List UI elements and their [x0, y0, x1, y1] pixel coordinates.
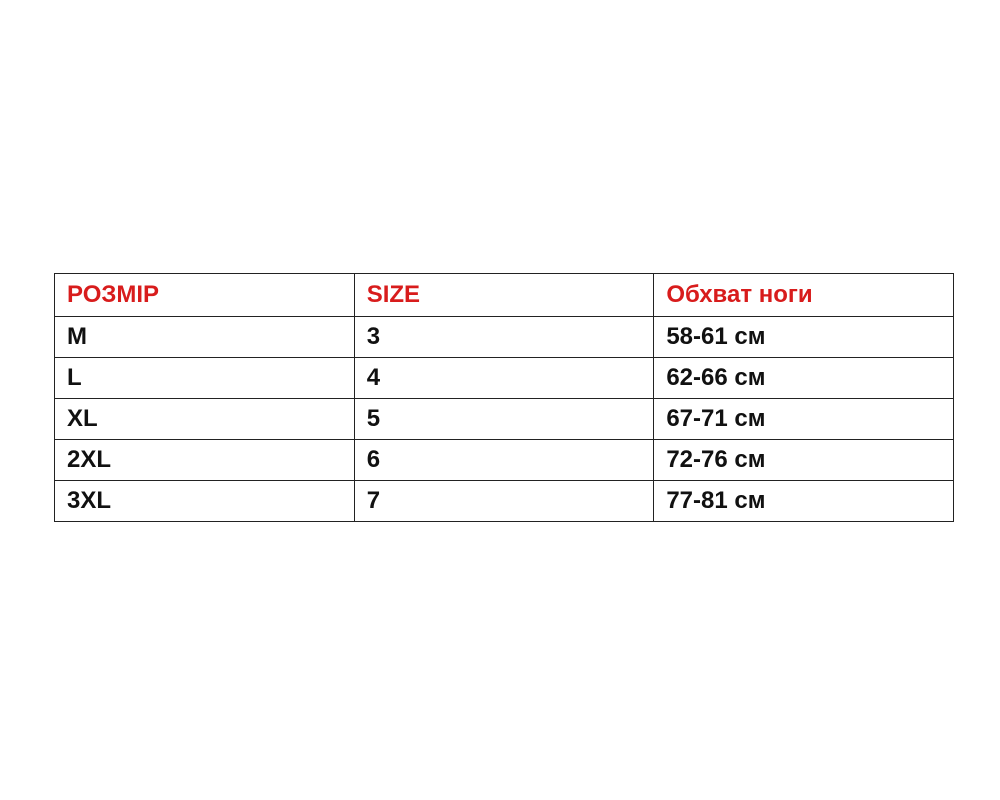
table-row: M 3 58-61 см	[54, 316, 954, 358]
header-size: SIZE	[353, 273, 655, 317]
cell-leg-girth: 62-66 см	[653, 357, 954, 399]
size-chart-table: РОЗМІР SIZE Обхват ноги M 3 58-61 см L 4…	[54, 273, 954, 522]
header-leg-girth: Обхват ноги	[653, 273, 954, 317]
cell-size: 4	[353, 357, 655, 399]
cell-leg-girth: 58-61 см	[653, 316, 954, 358]
cell-size-ua: 3XL	[54, 480, 355, 522]
cell-size-ua: M	[54, 316, 355, 358]
cell-leg-girth: 77-81 см	[653, 480, 954, 522]
cell-size: 6	[353, 439, 655, 481]
table-row: 3XL 7 77-81 см	[54, 480, 954, 522]
table-row: 2XL 6 72-76 см	[54, 439, 954, 481]
header-size-ua: РОЗМІР	[54, 273, 355, 317]
cell-leg-girth: 67-71 см	[653, 398, 954, 440]
cell-size: 3	[353, 316, 655, 358]
cell-size: 5	[353, 398, 655, 440]
cell-size-ua: 2XL	[54, 439, 355, 481]
table-row: L 4 62-66 см	[54, 357, 954, 399]
cell-size: 7	[353, 480, 655, 522]
cell-leg-girth: 72-76 см	[653, 439, 954, 481]
cell-size-ua: XL	[54, 398, 355, 440]
table-row: XL 5 67-71 см	[54, 398, 954, 440]
cell-size-ua: L	[54, 357, 355, 399]
table-header-row: РОЗМІР SIZE Обхват ноги	[54, 273, 954, 317]
